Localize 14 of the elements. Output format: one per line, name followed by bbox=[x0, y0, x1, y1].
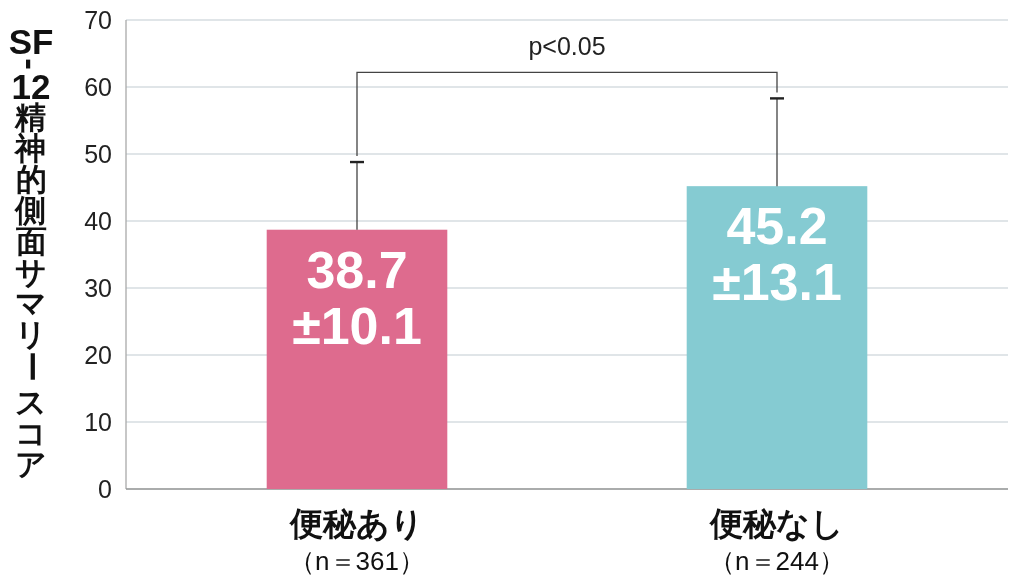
value-label: 45.2 ±13.1 bbox=[712, 197, 842, 312]
y-tick-label: 0 bbox=[98, 475, 112, 503]
y-axis-title: SF-12精神的側面サマリースコア bbox=[8, 21, 54, 482]
y-tick-label: 70 bbox=[84, 6, 112, 34]
x-tick-label: 便秘あり（n＝361） bbox=[289, 505, 425, 576]
y-tick-label: 10 bbox=[84, 408, 112, 436]
y-tick-label: 20 bbox=[84, 341, 112, 369]
y-tick-label: 40 bbox=[84, 207, 112, 235]
y-tick-label: 60 bbox=[84, 73, 112, 101]
x-tick-label: 便秘なし（n＝244） bbox=[709, 505, 845, 576]
value-label: 38.7 ±10.1 bbox=[292, 240, 422, 355]
y-tick-label: 30 bbox=[84, 274, 112, 302]
y-tick-label: 50 bbox=[84, 140, 112, 168]
annotation: p<0.05 bbox=[528, 32, 606, 61]
